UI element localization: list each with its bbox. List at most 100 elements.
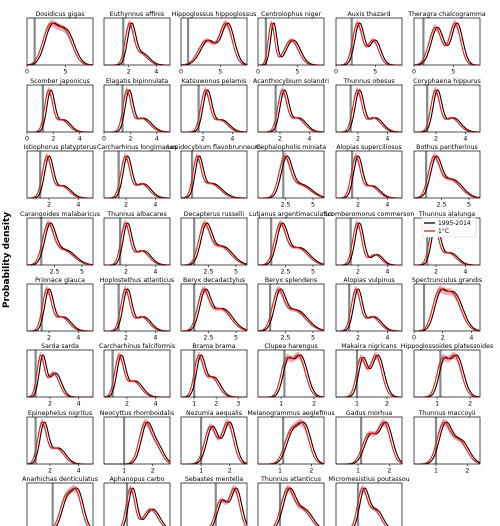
x-tick-label: 1 <box>279 401 283 408</box>
warming-uncertainty-band <box>336 418 402 464</box>
panel: Acanthocybium solandri 2 4 <box>253 78 329 143</box>
panel-frame <box>103 283 171 332</box>
baseline-series-line <box>27 222 94 266</box>
x-tick-label: 4 <box>153 269 157 276</box>
panel-title: Epinephelus nigritus <box>28 410 92 417</box>
x-tick-label: 2 <box>48 401 52 408</box>
x-tick-label: 5 <box>63 69 67 76</box>
warming-uncertainty-band <box>104 219 170 265</box>
panel-title: Lutjanus argentimaculatus <box>249 211 333 218</box>
warming-uncertainty-band <box>27 19 93 65</box>
x-tick-label: 2 <box>385 401 389 408</box>
panel: Auxis thazard 0 5 <box>334 11 403 76</box>
warming-series-line <box>181 354 247 398</box>
panel-frame <box>26 416 94 465</box>
panel-title: Sarda sarda <box>41 343 79 350</box>
panel-title: Scomber japonicus <box>30 78 90 85</box>
x-tick-label: 2.5 <box>436 202 446 209</box>
panel-frame <box>257 482 325 526</box>
x-tick-label: 4 <box>385 136 389 143</box>
panel: Hippoglossoides platessoides 1 2 <box>401 343 494 408</box>
baseline-series-line <box>27 155 93 199</box>
warming-uncertainty-band <box>414 351 480 397</box>
panel-frame <box>257 283 325 332</box>
warming-series-line <box>336 421 403 465</box>
baseline-series-line <box>181 288 248 332</box>
baseline-series-line <box>104 155 170 199</box>
warming-uncertainty-band <box>336 152 402 198</box>
x-tick-label: 4 <box>153 202 157 209</box>
panel: Carangoides malabaricus 2.5 5 <box>20 211 100 276</box>
warming-series-line <box>336 22 402 66</box>
x-tick-label: 2 <box>356 202 360 209</box>
panel-frame <box>103 482 171 526</box>
panel: Epinephelus nigritus 2 4 <box>26 410 94 475</box>
panel-title: Hoplostethus atlanticus <box>100 277 174 284</box>
x-tick-label: 4 <box>154 69 158 76</box>
warming-uncertainty-band <box>181 86 247 132</box>
baseline-series-line <box>336 222 402 266</box>
panel-title: Alopias superciliosus <box>336 144 402 151</box>
panel-title: Thunnus maccoyii <box>417 410 475 417</box>
x-tick-label: 4 <box>385 202 389 209</box>
warming-uncertainty-band <box>336 351 402 397</box>
warming-uncertainty-band <box>414 285 480 331</box>
warming-uncertainty-band <box>258 351 324 397</box>
panel-title: Decapterus russelli <box>184 211 245 218</box>
panel-frame <box>180 217 248 266</box>
x-tick-label: 4 <box>385 335 389 342</box>
panel-title: Makaira nigricans <box>341 343 397 350</box>
x-tick-label: 4 <box>76 335 80 342</box>
warming-uncertainty-band <box>336 219 402 265</box>
legend-box <box>421 217 477 238</box>
warming-uncertainty-band <box>258 418 324 464</box>
x-tick-label: 2.5 <box>280 202 290 209</box>
warming-series-line <box>336 89 402 133</box>
panel-title: Micromesistius poutassou <box>328 476 409 483</box>
warming-uncertainty-band <box>414 418 480 464</box>
x-tick-label: 4 <box>76 202 80 209</box>
panel-frame <box>103 150 171 199</box>
panel-title: Nezumia aequalis <box>186 410 242 417</box>
panel-title: Elagatis bipinnulata <box>106 78 168 85</box>
x-tick-label: 5 <box>234 335 238 342</box>
panel-frame <box>413 84 481 133</box>
x-tick-label: 1 <box>356 468 360 475</box>
baseline-series-line <box>104 288 170 332</box>
panel-frame <box>180 84 248 133</box>
x-tick-label: 2 <box>387 468 391 475</box>
x-tick-label: 4 <box>78 136 82 143</box>
panel-frame <box>413 17 481 66</box>
warming-series-line <box>27 288 93 332</box>
panel-title: Euthynnus affinis <box>110 11 164 18</box>
warming-series-line <box>272 487 318 526</box>
panel: Sarda sarda 2 4 <box>26 343 94 408</box>
baseline-series-line <box>414 288 481 332</box>
warming-uncertainty-band <box>104 285 170 331</box>
panel-frame <box>103 217 171 266</box>
baseline-series-line <box>181 421 248 465</box>
x-tick-label: 1 <box>122 468 126 475</box>
warming-series-line <box>104 288 170 332</box>
panel-title: Thunnus alalunga <box>418 211 475 218</box>
warming-series-line <box>258 222 325 266</box>
x-tick-label: 5 <box>295 69 299 76</box>
warming-uncertainty-band <box>27 86 93 132</box>
panel-title: Beryx decadactylus <box>183 277 245 284</box>
panel-frame <box>335 84 403 133</box>
panel-title: Cephalopholis miniata <box>256 144 326 151</box>
x-tick-label: 4 <box>463 269 467 276</box>
warming-uncertainty-band <box>104 418 170 464</box>
panel: Alopias vulpinus 2 4 <box>335 277 403 342</box>
x-tick-label: 0 <box>25 69 29 76</box>
baseline-series-line <box>104 22 170 66</box>
panel-title: Acanthocybium solandri <box>253 78 329 85</box>
panel-frame <box>26 217 94 266</box>
panel-frame <box>335 17 403 66</box>
x-tick-label: 2 <box>51 136 55 143</box>
panel-frame <box>180 482 248 526</box>
x-tick-label: 2 <box>48 468 52 475</box>
panel-frame <box>103 416 171 465</box>
warming-series-line <box>336 155 402 199</box>
panel-title: Carcharhinus longimanus <box>97 144 177 151</box>
